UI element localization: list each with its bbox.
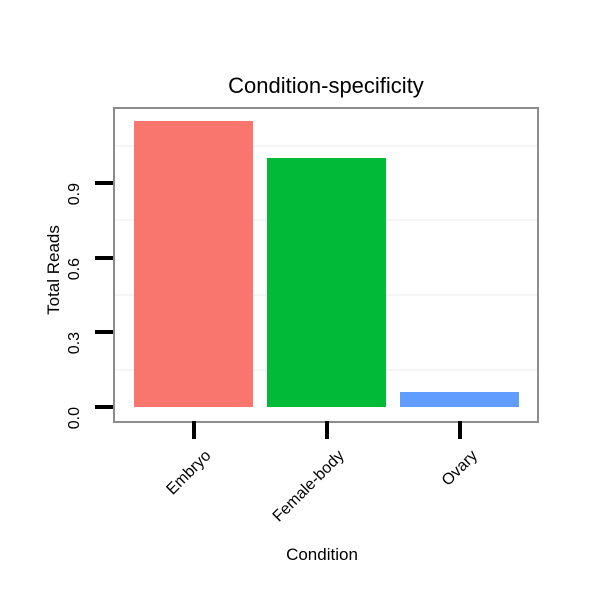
- y-tick-label: 0.6: [66, 257, 83, 280]
- y-tick-label: 0.3: [66, 332, 83, 355]
- y-tick-label: 0.0: [66, 407, 83, 430]
- x-tick: [324, 421, 329, 439]
- y-tick-label: 0.9: [66, 182, 83, 206]
- chart-title: Condition-specificity: [228, 73, 424, 98]
- y-tick: [95, 330, 113, 335]
- minor-gridline: [115, 144, 537, 147]
- y-axis-title: Total Reads: [44, 225, 63, 315]
- y-tick: [95, 405, 113, 409]
- bar-embryo: [134, 120, 253, 407]
- y-tick: [95, 255, 113, 260]
- plot-panel: [113, 107, 539, 423]
- bar-ovary: [400, 392, 519, 407]
- x-tick: [191, 421, 196, 439]
- x-tick: [457, 421, 462, 439]
- x-tick-label: Ovary: [438, 447, 481, 490]
- y-tick: [95, 180, 113, 185]
- x-tick-label: Embryo: [163, 447, 215, 499]
- bar-female-body: [267, 158, 386, 407]
- x-axis-title: Condition: [286, 545, 358, 564]
- x-tick-label: Female-body: [269, 447, 348, 526]
